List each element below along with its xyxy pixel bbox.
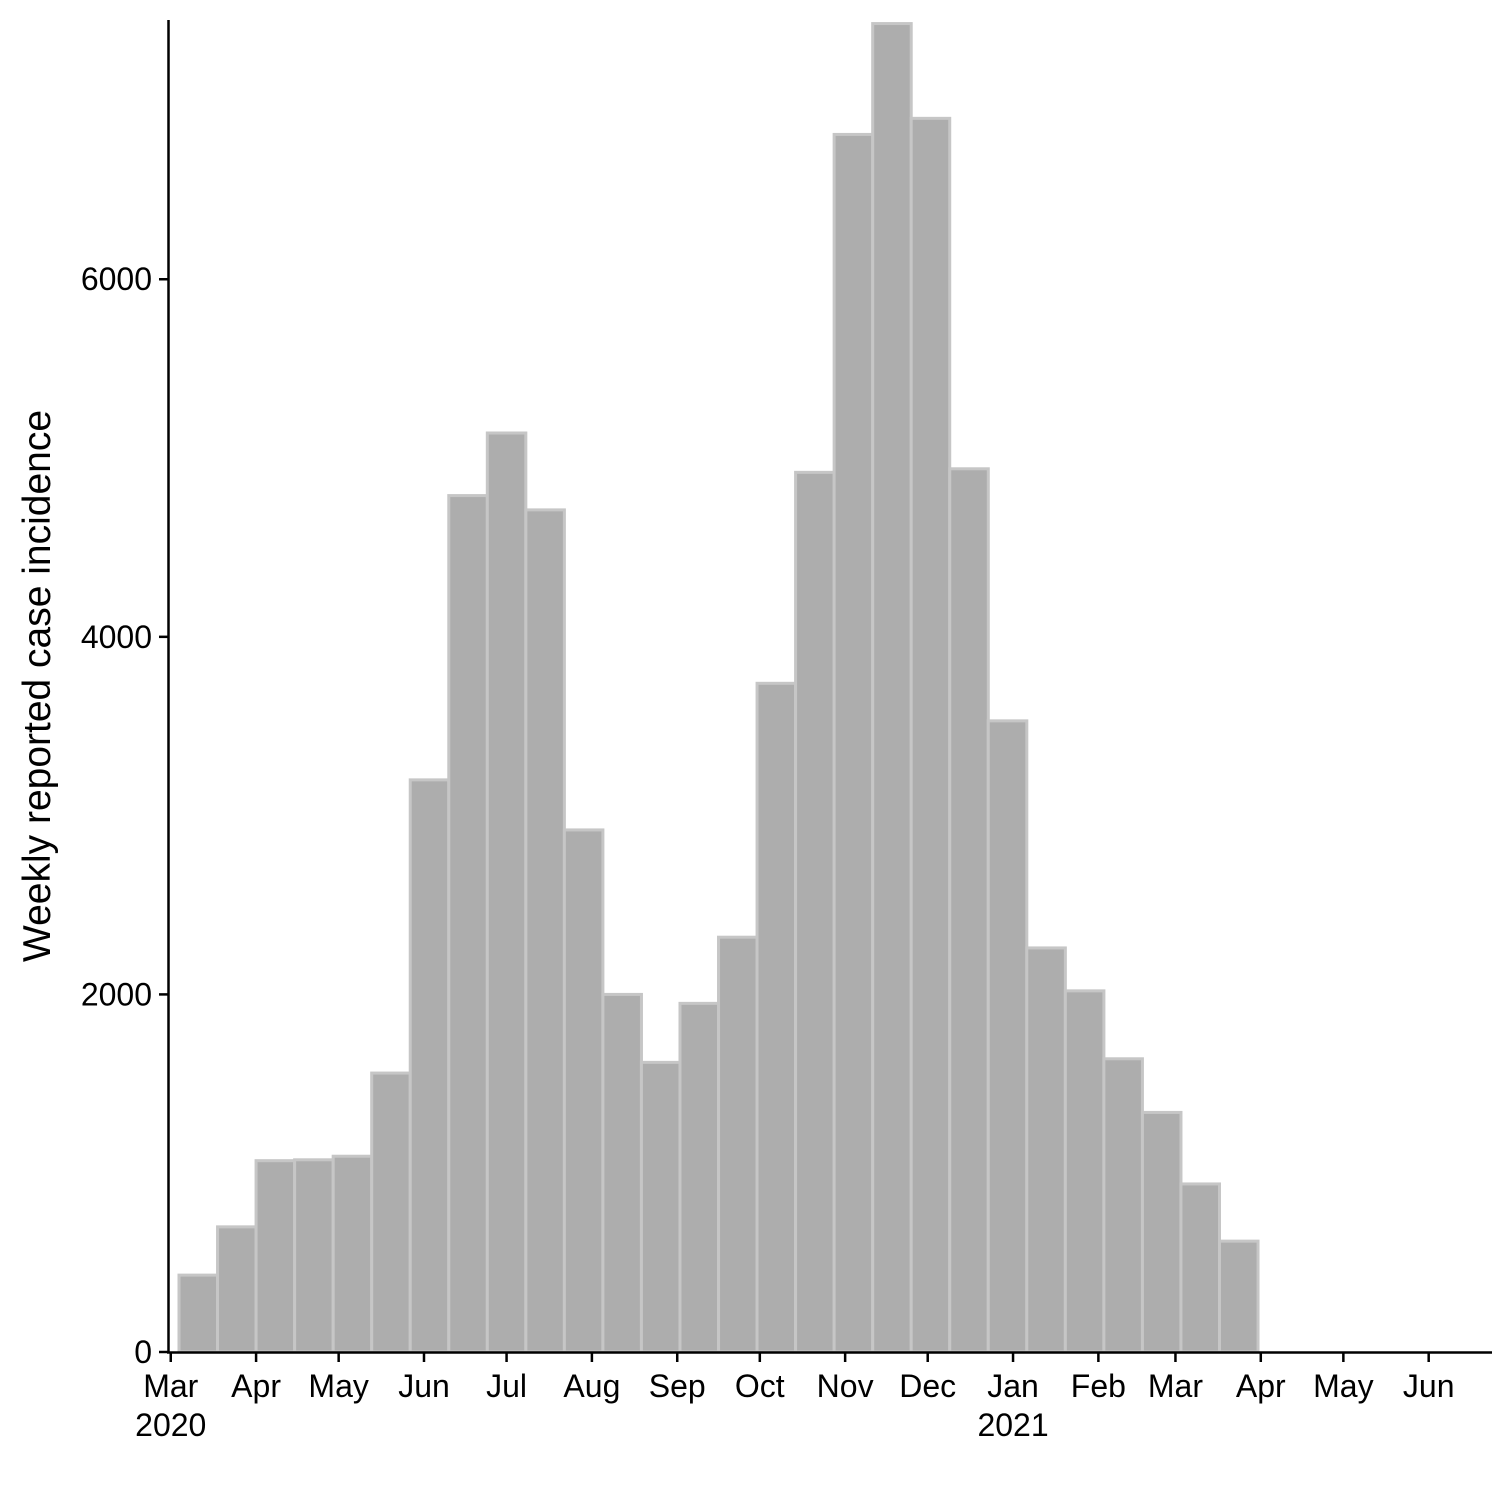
histogram-bar: [524, 508, 566, 1354]
x-tick-label: Dec: [899, 1368, 956, 1404]
histogram-bar: [794, 470, 836, 1354]
x-tick-label: Jul: [486, 1368, 527, 1404]
x-tick-label: Jun: [1403, 1368, 1455, 1404]
histogram-bar: [562, 828, 605, 1354]
histogram-bar: [1025, 946, 1067, 1354]
histogram-bar: [678, 1001, 721, 1354]
x-tick-label: Oct: [735, 1368, 785, 1404]
x-tick-label: Mar: [143, 1368, 198, 1404]
y-axis-title: Weekly reported case incidence: [16, 410, 59, 962]
x-tick-label: Aug: [563, 1368, 620, 1404]
y-tick-label: 0: [134, 1334, 152, 1370]
histogram-bar: [485, 431, 528, 1354]
x-tick-label: Feb: [1071, 1368, 1126, 1404]
histogram-bar: [370, 1071, 412, 1354]
y-tick-label: 2000: [81, 976, 152, 1012]
histogram-bar: [293, 1158, 335, 1354]
histogram-bar: [216, 1225, 258, 1354]
histogram-bar: [948, 467, 990, 1354]
y-tick-label: 6000: [81, 261, 152, 297]
axes-group: [167, 20, 1492, 1354]
x-tick-year-label: 2021: [977, 1407, 1048, 1443]
histogram-bar: [447, 494, 489, 1354]
x-tick-label: May: [1313, 1368, 1373, 1404]
histogram-bar: [639, 1060, 682, 1354]
histogram-bar: [408, 778, 451, 1354]
histogram-bar: [331, 1154, 374, 1354]
x-tick-year-label: 2020: [135, 1407, 206, 1443]
histogram-bar: [177, 1273, 220, 1354]
bars-group: [177, 22, 1260, 1354]
x-tick-label: Sep: [649, 1368, 706, 1404]
x-tick-label: Mar: [1148, 1368, 1203, 1404]
histogram-bar: [601, 992, 643, 1354]
histogram-bar: [254, 1159, 297, 1354]
x-tick-label: Nov: [817, 1368, 874, 1404]
histogram-bar: [1063, 989, 1106, 1354]
histogram-bar: [909, 116, 952, 1354]
x-tick-label: Jun: [398, 1368, 450, 1404]
histogram-bar: [986, 719, 1029, 1354]
y-tick-label: 4000: [81, 619, 152, 655]
histogram-bar: [1179, 1182, 1221, 1354]
histogram-bar: [1217, 1239, 1260, 1354]
histogram-bar: [1102, 1057, 1144, 1354]
x-tick-label: Apr: [1236, 1368, 1286, 1404]
x-tick-label: Jan: [987, 1368, 1039, 1404]
histogram-bar: [755, 681, 798, 1354]
y-ticks-group: 0 2000 4000 6000: [81, 261, 169, 1370]
x-tick-label: Apr: [231, 1368, 281, 1404]
histogram-bar: [717, 935, 759, 1354]
histogram-bar: [871, 22, 913, 1354]
histogram-bar: [1140, 1110, 1183, 1354]
x-tick-label: May: [308, 1368, 368, 1404]
histogram-bar: [832, 132, 875, 1354]
